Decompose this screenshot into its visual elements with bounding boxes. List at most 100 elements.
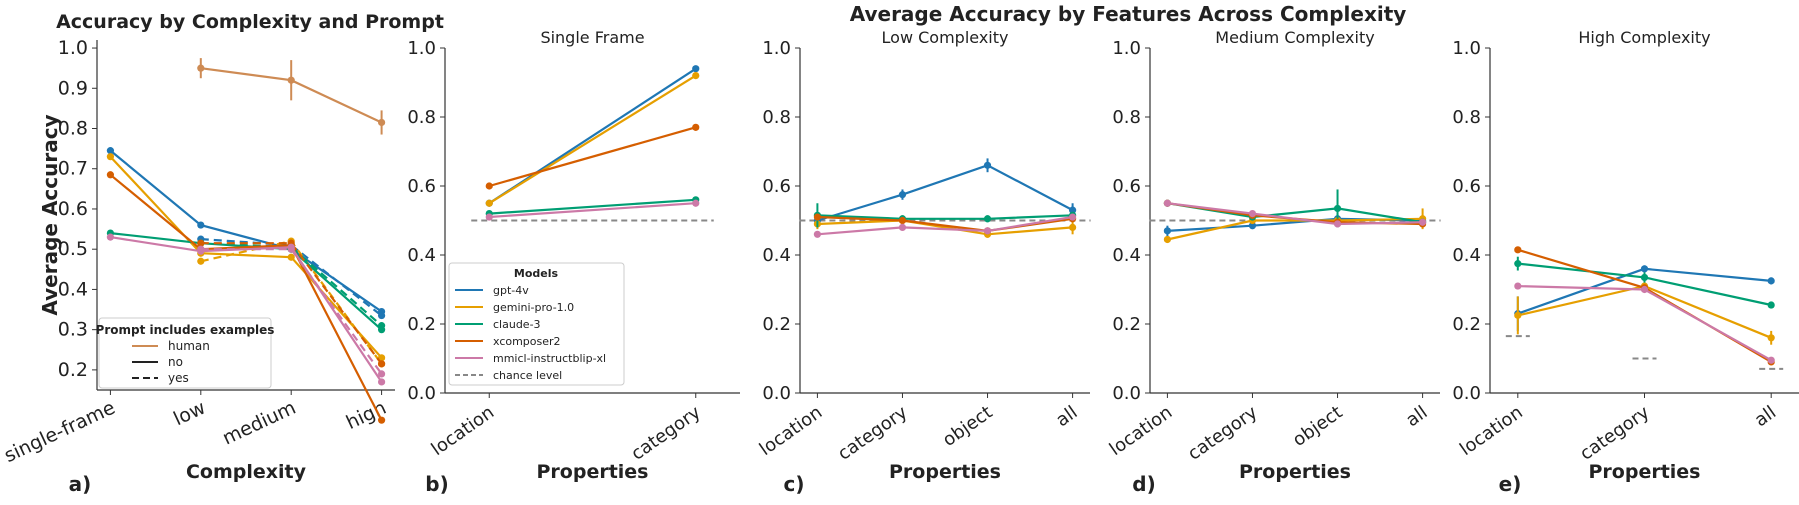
data-point — [1069, 223, 1077, 231]
x-tick-label: medium — [219, 397, 299, 450]
y-tick-label: 0.8 — [1112, 107, 1141, 128]
data-point — [1514, 282, 1522, 290]
data-point — [287, 245, 295, 253]
y-tick-label: 1.0 — [1452, 38, 1481, 59]
panel-label: c) — [784, 472, 805, 496]
x-tick-label: location — [428, 402, 499, 460]
series-line-mmicl-instructblip-xl — [1167, 202, 1423, 226]
data-point — [377, 416, 386, 424]
x-axis-title: Properties — [1589, 461, 1701, 483]
legend-models: Models gpt-4v gemini-pro-1.0 claude-3 xcompo… — [448, 262, 625, 386]
data-point — [287, 253, 295, 261]
y-tick-label: 1.0 — [58, 37, 88, 59]
panel-title: High Complexity — [1578, 28, 1710, 47]
data-point — [1514, 246, 1522, 254]
data-point — [1163, 227, 1171, 235]
chart-panel-b: 0.0 0.2 0.4 0.6 0.8 1.0 location category Single… — [407, 28, 740, 496]
y-tick-label: 0.2 — [407, 314, 436, 335]
y-tick-label: 0.4 — [1452, 245, 1481, 266]
data-point — [106, 147, 115, 155]
legend-frame — [448, 262, 625, 386]
y-tick-label: 0.3 — [58, 319, 88, 341]
left-chart-title: Accuracy by Complexity and Prompt — [56, 11, 444, 33]
data-point — [106, 171, 115, 179]
data-point — [1248, 222, 1257, 230]
legend-entry-label: mmicl-instructblip-xl — [493, 352, 606, 365]
legend-entry-label: chance level — [493, 369, 562, 382]
series-line-gemini-pro-1.0 — [817, 219, 1073, 236]
series-line-xcomposer2 — [109, 173, 383, 421]
data-point — [377, 378, 386, 386]
y-tick-label: 1.0 — [762, 38, 791, 59]
x-tick-label: location — [1106, 402, 1177, 460]
y-tick-label: 0.2 — [58, 359, 88, 381]
y-tick-label: 1.0 — [407, 38, 436, 59]
x-tick-label: all — [1052, 402, 1081, 431]
data-point — [1069, 206, 1077, 214]
data-point — [377, 360, 386, 368]
data-point — [898, 216, 907, 225]
data-point — [1163, 199, 1171, 207]
figure-suptitle: Average Accuracy by Features Across Comp… — [850, 2, 1407, 26]
y-tick-label: 0.9 — [58, 77, 88, 99]
x-tick-label: high — [343, 397, 390, 434]
y-axis-title: Average Accuracy — [38, 114, 62, 315]
series-line-mmicl-instructblip-xl — [489, 202, 696, 219]
x-axis-title: Properties — [1239, 461, 1351, 483]
data-point — [1069, 213, 1077, 221]
y-tick-label: 0.0 — [407, 383, 436, 404]
data-point — [898, 191, 907, 199]
panel-title: Medium Complexity — [1215, 28, 1374, 47]
y-tick-label: 0.8 — [1452, 107, 1481, 128]
y-tick-label: 0.8 — [407, 107, 436, 128]
series-line-gpt-4v-yes — [200, 238, 383, 317]
panel-label: a) — [69, 472, 92, 496]
panel-label: d) — [1132, 472, 1155, 496]
x-axis-title: Properties — [537, 461, 649, 483]
y-tick-label: 0.4 — [762, 245, 791, 266]
data-point — [485, 182, 493, 190]
data-point — [197, 239, 205, 247]
legend-title: Models — [514, 267, 559, 280]
x-tick-label: object — [939, 402, 996, 451]
series-line-claude-3-yes — [200, 242, 383, 327]
y-tick-label: 0.6 — [58, 198, 88, 220]
x-tick-label: single-frame — [1, 397, 119, 467]
data-point — [692, 65, 700, 73]
data-point — [197, 257, 205, 265]
panel-label: e) — [1499, 472, 1522, 496]
legend-frame — [98, 317, 272, 389]
series-line-xcomposer2-yes — [200, 242, 383, 365]
data-point — [1640, 273, 1649, 282]
y-tick-label: 0.4 — [58, 278, 88, 300]
data-point — [1640, 285, 1649, 294]
data-point — [287, 76, 295, 84]
data-point — [983, 215, 992, 223]
y-tick-label: 0.4 — [1112, 245, 1141, 266]
x-tick-label: location — [756, 402, 827, 460]
y-tick-label: 0.7 — [58, 158, 88, 180]
data-point — [1419, 218, 1427, 226]
data-point — [1514, 311, 1522, 319]
data-point — [1333, 204, 1342, 213]
legend-entry-label: yes — [168, 371, 189, 385]
data-point — [377, 118, 386, 127]
data-point — [1767, 334, 1775, 342]
data-point — [377, 370, 386, 378]
x-tick-label: all — [1751, 402, 1780, 431]
series-line-claude-3 — [489, 198, 696, 215]
chart-panel-e: 0.0 0.2 0.4 0.6 0.8 1.0 location category all Hig… — [1452, 28, 1799, 496]
y-tick-label: 0.0 — [1452, 383, 1481, 404]
data-point — [1767, 277, 1775, 285]
y-tick-label: 0.2 — [1452, 314, 1481, 335]
x-tick-label: all — [1402, 402, 1431, 431]
data-point — [983, 227, 992, 235]
legend-entry-label: gemini-pro-1.0 — [493, 301, 574, 314]
data-point — [197, 64, 205, 72]
data-point — [1333, 220, 1342, 228]
data-point — [106, 153, 115, 161]
data-point — [1640, 265, 1649, 273]
data-point — [377, 311, 386, 320]
y-tick-label: 0.0 — [762, 383, 791, 404]
y-tick-label: 0.0 — [1112, 383, 1141, 404]
